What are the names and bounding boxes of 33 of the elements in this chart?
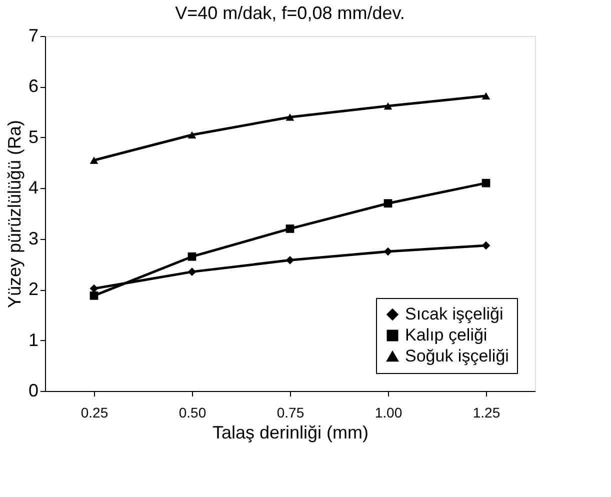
legend-label: Kalıp çeliği: [405, 326, 488, 344]
point: [286, 256, 294, 264]
y-tick-label: 5: [28, 126, 38, 147]
point: [384, 247, 392, 256]
legend-label: Soğuk işçeliği: [405, 346, 509, 366]
y-tick-label: 1: [28, 330, 38, 350]
x-axis-title: Talaş derinliği (mm): [212, 422, 369, 442]
point: [482, 92, 490, 100]
point: [188, 252, 196, 261]
x-tick-label: 1.00: [374, 404, 402, 420]
x-tick-label: 0.50: [178, 404, 206, 420]
point: [188, 131, 196, 139]
x-tick-label: 0.25: [80, 404, 108, 420]
y-tick-label: 6: [28, 76, 38, 96]
y-tick-label: 4: [28, 178, 38, 198]
y-tick-label: 3: [28, 228, 38, 248]
point: [90, 291, 98, 300]
point: [384, 102, 392, 110]
legend-label: Sıcak işçeliği: [405, 304, 504, 324]
point: [482, 178, 490, 188]
point: [188, 268, 196, 276]
y-axis-title: Yüzey pürüzlülüğü (Ra): [4, 120, 24, 308]
y-tick-label: 2: [28, 279, 38, 300]
x-tick-label: 0.75: [276, 404, 304, 420]
point: [286, 224, 294, 233]
point: [286, 114, 294, 121]
point: [482, 241, 490, 250]
y-tick-label: 0: [28, 380, 38, 400]
x-tick-label: 1.25: [472, 404, 500, 420]
point: [384, 199, 392, 208]
point: [90, 156, 98, 164]
y-tick-label: 7: [28, 26, 38, 46]
chart-title: V=40 m/dak, f=0,08 mm/dev.: [175, 3, 405, 23]
